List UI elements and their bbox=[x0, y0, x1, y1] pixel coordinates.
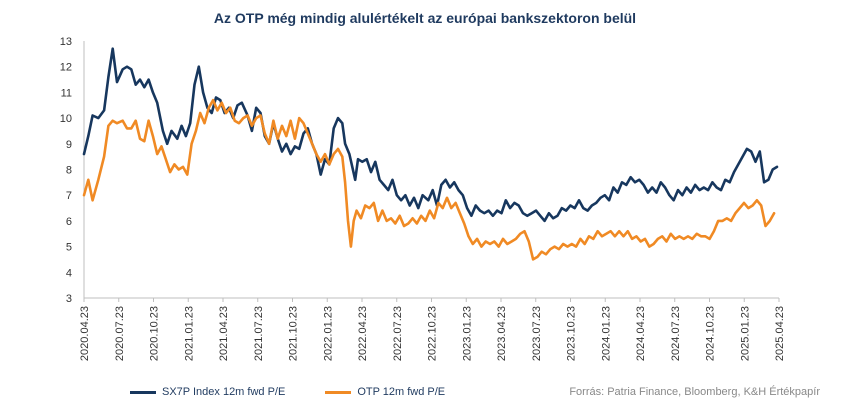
x-tick-label: 2024.01.23 bbox=[600, 306, 612, 361]
legend-item-sx7p: SX7P Index 12m fwd P/E bbox=[130, 386, 285, 398]
y-tick-label: 8 bbox=[66, 165, 72, 177]
x-tick-label: 2021.01.23 bbox=[183, 306, 195, 361]
series-line-sx7p bbox=[82, 47, 779, 223]
legend-label-sx7p: SX7P Index 12m fwd P/E bbox=[162, 386, 286, 398]
y-tick-label: 7 bbox=[66, 190, 72, 202]
chart-title: Az OTP még mindig alulértékelt az európa… bbox=[213, 10, 637, 26]
series-line-otp bbox=[82, 98, 776, 261]
source-note: Forrás: Patria Finance, Bloomberg, K&H É… bbox=[569, 386, 820, 398]
x-tick-label: 2020.04.23 bbox=[79, 306, 91, 361]
x-tick-label: 2021.07.23 bbox=[253, 306, 265, 361]
x-tick-label: 2022.10.23 bbox=[427, 306, 439, 361]
x-tick-label: 2021.04.23 bbox=[218, 306, 230, 361]
x-tick-label: 2023.01.23 bbox=[461, 306, 473, 361]
x-tick-label: 2022.04.23 bbox=[357, 306, 369, 361]
y-tick-label: 3 bbox=[66, 293, 72, 305]
x-tick-label: 2025.01.23 bbox=[739, 306, 751, 361]
x-tick-label: 2020.07.23 bbox=[114, 306, 126, 361]
y-tick-label: 12 bbox=[60, 62, 72, 74]
x-tick-label: 2024.04.23 bbox=[635, 306, 647, 361]
x-tick-label: 2024.10.23 bbox=[705, 306, 717, 361]
x-tick-label: 2020.10.23 bbox=[149, 306, 161, 361]
x-tick-label: 2023.10.23 bbox=[566, 306, 578, 361]
legend-swatch-otp bbox=[325, 390, 352, 394]
x-tick-label: 2023.04.23 bbox=[496, 306, 508, 361]
x-tick-label: 2022.07.23 bbox=[392, 306, 404, 361]
x-tick-label: 2021.10.23 bbox=[288, 306, 300, 361]
x-tick-label: 2025.04.23 bbox=[774, 306, 786, 361]
y-tick-label: 5 bbox=[66, 242, 72, 254]
legend-item-otp: OTP 12m fwd P/E bbox=[325, 386, 445, 398]
y-tick-label: 6 bbox=[66, 216, 72, 228]
legend: SX7P Index 12m fwd P/E OTP 12m fwd P/E bbox=[130, 386, 485, 398]
y-tick-label: 11 bbox=[61, 87, 72, 99]
legend-label-otp: OTP 12m fwd P/E bbox=[357, 386, 446, 398]
legend-swatch-sx7p bbox=[130, 390, 156, 394]
x-tick-label: 2024.07.23 bbox=[670, 306, 682, 361]
y-tick-label: 13 bbox=[60, 36, 72, 48]
x-tick-label: 2022.01.23 bbox=[322, 306, 334, 361]
y-tick-label: 9 bbox=[66, 139, 72, 151]
y-tick-label: 10 bbox=[60, 113, 72, 125]
x-tick-label: 2023.07.23 bbox=[531, 306, 543, 361]
y-tick-label: 4 bbox=[66, 267, 72, 279]
